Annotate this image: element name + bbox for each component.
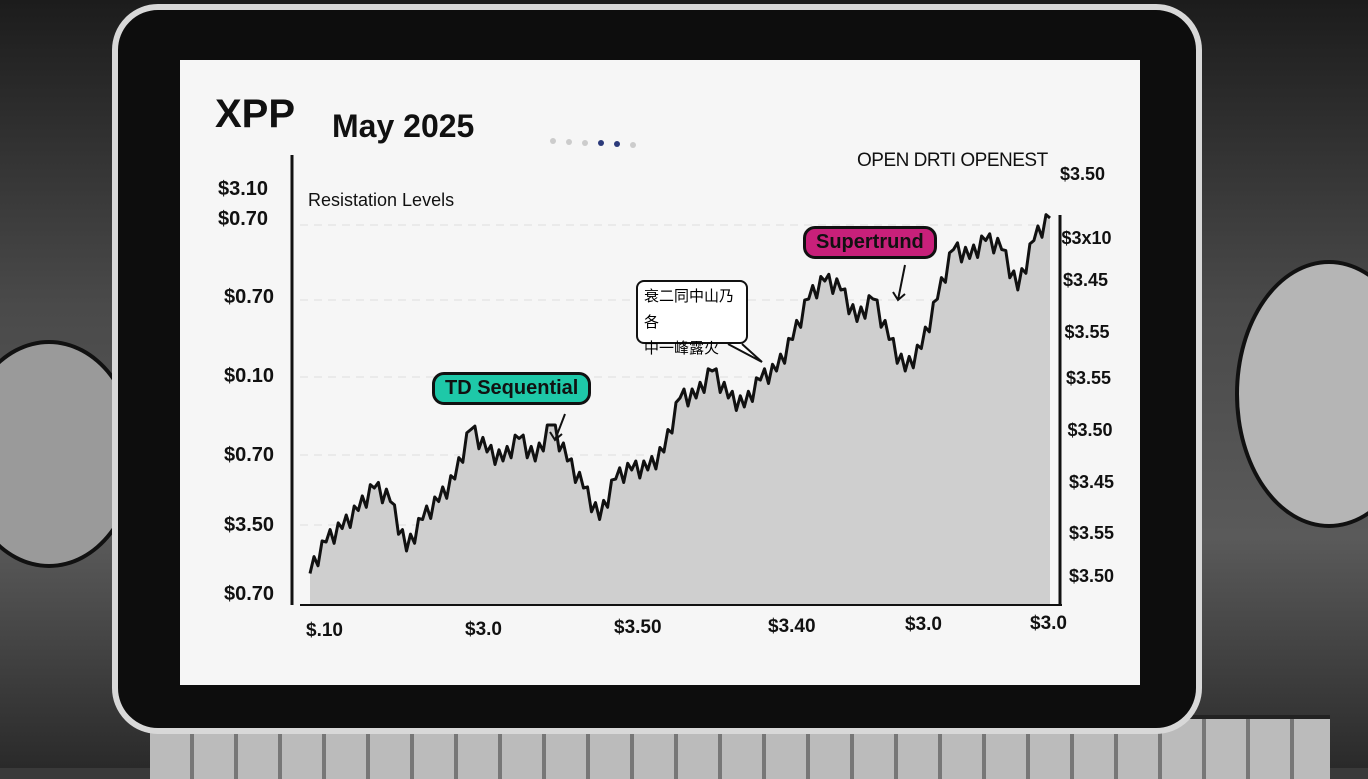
left-tick-label: $0.70 bbox=[224, 583, 275, 605]
ticker-title: XPP bbox=[215, 92, 296, 136]
right-tick-label: $3.50 bbox=[1069, 566, 1115, 586]
left-tick-label: $0.70 bbox=[224, 286, 275, 308]
bubble-tail bbox=[727, 343, 763, 363]
page-dot[interactable] bbox=[582, 139, 588, 146]
x-tick-label: $3.0 bbox=[905, 614, 942, 635]
bubble-line-1: 衰二同中山乃各 bbox=[644, 288, 735, 331]
right-tick-label: $3.45 bbox=[1063, 270, 1109, 290]
right-tick-label: $3.55 bbox=[1064, 322, 1110, 342]
left-tick-label: $3.10 bbox=[218, 178, 269, 200]
x-tick-label: $.10 bbox=[306, 620, 343, 641]
period-title: May 2025 bbox=[332, 108, 475, 144]
page-dot[interactable] bbox=[550, 138, 556, 144]
td-sequential-label: TD Sequential bbox=[432, 372, 592, 405]
right-tick-label: $3.55 bbox=[1069, 523, 1115, 543]
right-tick-label: $3.45 bbox=[1069, 472, 1115, 492]
x-tick-label: $3.50 bbox=[614, 617, 662, 638]
supertrend-label: Supertrund bbox=[803, 226, 937, 259]
x-tick-label: $3.0 bbox=[465, 618, 502, 640]
right-tick-label: $3x10 bbox=[1061, 228, 1112, 248]
right-tick-label: $3.50 bbox=[1067, 420, 1113, 440]
left-tick-label: $3.50 bbox=[224, 514, 275, 536]
left-tick-label: $0.70 bbox=[218, 208, 269, 230]
top-right-label: OPEN DRTI OPENEST bbox=[857, 150, 1048, 171]
left-tick-label: $0.10 bbox=[224, 365, 275, 387]
page-dot[interactable] bbox=[614, 141, 620, 148]
right-tick-label: $3.50 bbox=[1060, 164, 1106, 184]
area-fill bbox=[310, 214, 1050, 605]
td-arrow bbox=[549, 413, 566, 442]
price-line bbox=[308, 213, 1051, 574]
page-dot[interactable] bbox=[630, 142, 636, 148]
bubble-line-2: 中一峰露火 bbox=[644, 340, 720, 357]
chart-subtitle: Resistation Levels bbox=[308, 190, 455, 210]
x-tick-label: $3.0 bbox=[1030, 612, 1067, 634]
speech-bubble: 衰二同中山乃各 中一峰露火 bbox=[636, 280, 748, 357]
x-tick-label: $3.40 bbox=[768, 615, 816, 637]
page-dot[interactable] bbox=[598, 140, 604, 147]
left-tick-label: $0.70 bbox=[224, 444, 275, 466]
supertrend-arrow bbox=[892, 264, 906, 302]
page-dot[interactable] bbox=[566, 138, 572, 145]
right-tick-label: $3.55 bbox=[1066, 368, 1112, 388]
